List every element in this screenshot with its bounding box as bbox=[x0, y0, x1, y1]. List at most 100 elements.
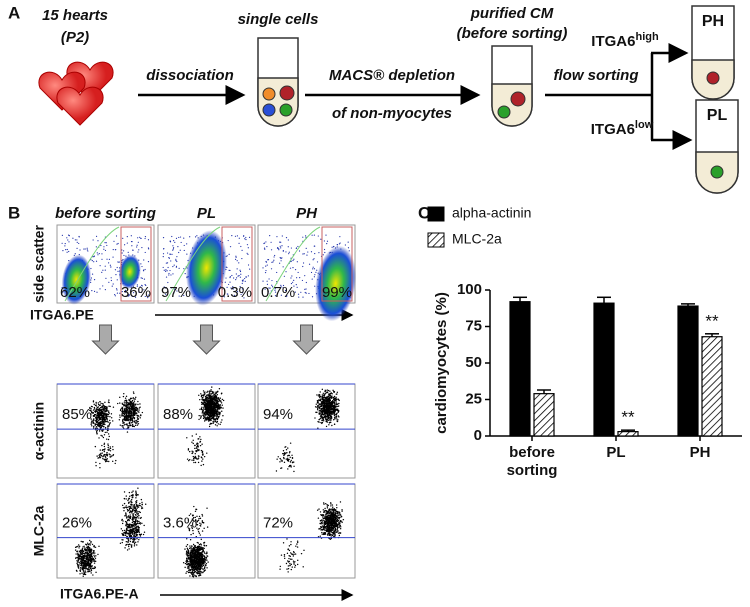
event-dot bbox=[228, 269, 230, 271]
event-dot bbox=[85, 549, 88, 552]
event-dot bbox=[206, 403, 208, 406]
event-dot bbox=[104, 269, 106, 271]
event-dot bbox=[128, 425, 131, 427]
event-dot bbox=[130, 533, 132, 535]
event-dot bbox=[217, 397, 220, 399]
event-dot bbox=[128, 548, 130, 550]
event-dot bbox=[124, 244, 126, 246]
event-dot bbox=[196, 235, 198, 237]
event-dot bbox=[279, 256, 281, 259]
event-dot bbox=[112, 256, 114, 258]
event-dot bbox=[135, 504, 138, 506]
event-dot bbox=[198, 545, 201, 548]
event-dot bbox=[190, 548, 192, 550]
event-dot bbox=[318, 403, 320, 406]
event-dot bbox=[90, 542, 92, 544]
event-dot bbox=[168, 272, 170, 275]
event-dot bbox=[103, 406, 106, 408]
event-dot bbox=[316, 269, 318, 271]
event-dot bbox=[323, 413, 326, 415]
event-dot bbox=[194, 236, 197, 238]
event-dot bbox=[99, 265, 101, 267]
event-dot bbox=[289, 267, 292, 269]
event-dot bbox=[212, 397, 214, 399]
event-dot bbox=[143, 289, 145, 291]
event-dot bbox=[292, 259, 294, 262]
event-dot bbox=[86, 542, 89, 544]
event-dot bbox=[304, 275, 306, 277]
event-dot bbox=[103, 434, 106, 436]
event-dot bbox=[112, 448, 114, 451]
event-dot bbox=[246, 244, 249, 246]
gate bbox=[64, 226, 120, 302]
event-dot bbox=[210, 405, 212, 407]
event-dot bbox=[323, 393, 325, 396]
event-dot bbox=[123, 510, 125, 512]
event-dot bbox=[108, 423, 111, 426]
event-dot bbox=[93, 554, 95, 557]
event-dot bbox=[202, 549, 205, 551]
event-dot bbox=[122, 520, 124, 522]
event-dot bbox=[80, 540, 82, 543]
event-dot bbox=[198, 449, 200, 452]
event-dot bbox=[207, 417, 209, 420]
event-dot bbox=[140, 291, 142, 293]
event-dot bbox=[62, 250, 64, 252]
event-dot bbox=[209, 393, 211, 395]
event-dot bbox=[79, 558, 81, 560]
event-dot bbox=[86, 563, 89, 565]
event-dot bbox=[204, 411, 206, 413]
event-dot bbox=[92, 560, 94, 562]
event-dot bbox=[205, 414, 207, 416]
event-dot bbox=[97, 424, 99, 427]
event-dot bbox=[131, 544, 133, 546]
event-dot bbox=[331, 424, 333, 427]
event-dot bbox=[333, 405, 335, 407]
event-dot bbox=[243, 297, 245, 299]
event-dot bbox=[176, 260, 178, 263]
event-dot bbox=[194, 546, 197, 549]
event-dot bbox=[107, 446, 109, 449]
gate bbox=[265, 226, 321, 302]
event-dot bbox=[101, 430, 104, 432]
event-dot bbox=[201, 460, 203, 462]
event-dot bbox=[335, 404, 337, 406]
event-dot bbox=[91, 412, 93, 414]
event-dot bbox=[112, 406, 115, 408]
event-dot bbox=[347, 247, 350, 249]
event-dot bbox=[116, 243, 118, 245]
event-dot bbox=[143, 259, 145, 261]
event-dot bbox=[72, 237, 74, 239]
event-dot bbox=[321, 421, 324, 424]
event-dot bbox=[245, 276, 248, 278]
event-dot bbox=[244, 277, 246, 280]
label: ITGA6 bbox=[591, 33, 635, 50]
event-dot bbox=[131, 518, 134, 520]
event-dot bbox=[80, 552, 83, 554]
event-dot bbox=[84, 561, 86, 564]
event-dot bbox=[84, 547, 86, 549]
event-dot bbox=[144, 283, 146, 286]
event-dot bbox=[131, 527, 134, 529]
event-dot bbox=[121, 249, 123, 251]
event-dot bbox=[330, 415, 333, 418]
event-dot bbox=[326, 406, 329, 408]
event-dot bbox=[126, 406, 129, 408]
event-dot bbox=[285, 449, 288, 451]
event-dot bbox=[133, 539, 136, 541]
event-dot bbox=[135, 514, 137, 516]
event-dot bbox=[208, 391, 211, 393]
event-dot bbox=[266, 280, 268, 282]
event-dot bbox=[128, 403, 131, 405]
event-dot bbox=[280, 247, 282, 249]
event-dot bbox=[305, 247, 307, 249]
event-dot bbox=[334, 406, 336, 409]
event-dot bbox=[200, 554, 202, 556]
event-dot bbox=[201, 443, 203, 445]
event-dot bbox=[144, 237, 146, 240]
event-dot bbox=[135, 492, 137, 495]
event-dot bbox=[81, 565, 83, 567]
density bbox=[61, 254, 92, 305]
event-dot bbox=[141, 501, 143, 504]
event-dot bbox=[220, 402, 223, 404]
